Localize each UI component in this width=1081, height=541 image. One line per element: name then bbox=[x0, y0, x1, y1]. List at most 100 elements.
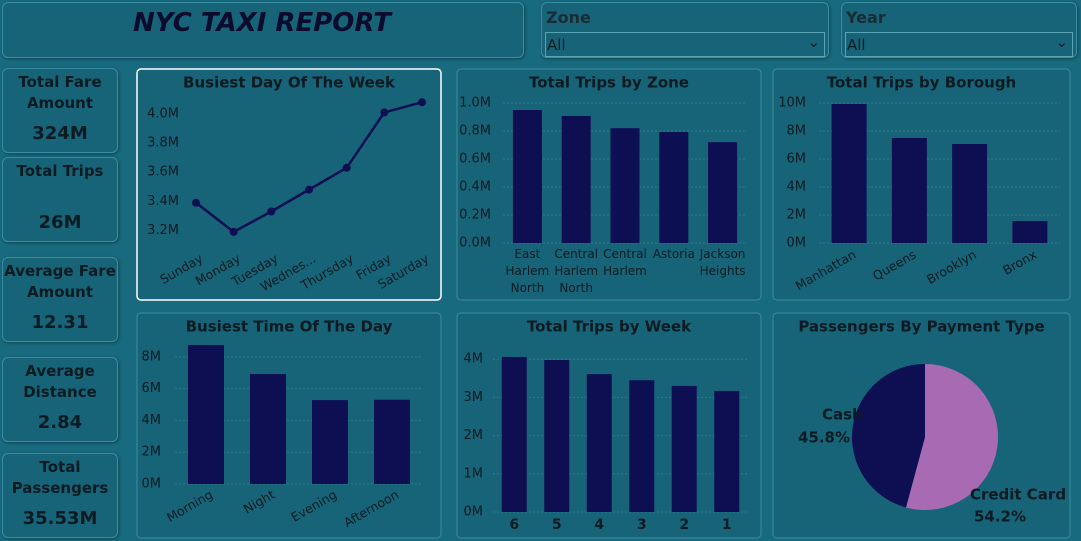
header-box bbox=[2, 2, 524, 58]
slicer-value: All bbox=[547, 36, 566, 54]
kpi-value: 2.84 bbox=[37, 412, 83, 433]
slicer-label: Zone bbox=[546, 8, 591, 27]
y-tick-label: 4M bbox=[142, 413, 162, 428]
kpi-card bbox=[2, 157, 118, 242]
bar bbox=[188, 344, 224, 484]
bar bbox=[312, 400, 348, 484]
report-title: NYC TAXI REPORT bbox=[133, 8, 391, 38]
y-tick-label: 2M bbox=[464, 428, 484, 443]
bar bbox=[952, 144, 988, 243]
y-tick-label: 0.0M bbox=[459, 236, 491, 251]
data-label: 45.8% bbox=[798, 429, 850, 447]
x-tick-label: 4 bbox=[594, 517, 604, 533]
y-tick-label: 3.4M bbox=[147, 194, 179, 209]
chart-title: Passengers By Payment Type bbox=[798, 318, 1044, 336]
y-tick-label: 1.0M bbox=[459, 96, 491, 111]
y-tick-label: 0.4M bbox=[459, 180, 491, 195]
y-tick-label: 10M bbox=[778, 96, 806, 111]
data-label: 54.2% bbox=[974, 508, 1026, 526]
slicer-value: All bbox=[847, 36, 866, 54]
y-tick-label: 8M bbox=[787, 124, 807, 139]
bar bbox=[891, 138, 927, 243]
bar bbox=[831, 103, 867, 243]
pie-slice bbox=[905, 364, 998, 510]
bar bbox=[561, 116, 591, 243]
y-tick-label: 0M bbox=[142, 477, 162, 492]
dropdown-arrow: ⌄ bbox=[807, 33, 820, 51]
kpi-label: Total Passengers bbox=[11, 458, 109, 497]
y-tick-label: 6M bbox=[142, 381, 162, 396]
line-point bbox=[380, 108, 389, 117]
bar bbox=[512, 110, 542, 243]
chart-title: Busiest Time Of The Day bbox=[186, 318, 393, 336]
kpi-label: Average Fare Amount bbox=[4, 262, 116, 301]
x-tick-label: 6 bbox=[509, 517, 519, 533]
y-tick-label: 8M bbox=[142, 349, 162, 364]
kpi-card bbox=[2, 257, 118, 342]
line-point bbox=[229, 227, 238, 236]
pie-slice bbox=[852, 364, 925, 508]
bar bbox=[671, 385, 697, 512]
y-tick-label: 2M bbox=[142, 445, 162, 460]
x-tick-label: Central Harlem North bbox=[554, 247, 599, 295]
legend-label: Credit Card bbox=[970, 486, 1066, 504]
zone-slicer[interactable] bbox=[541, 2, 829, 58]
chart-title: Total Trips by Borough bbox=[827, 74, 1017, 92]
kpi-value: 35.53M bbox=[22, 508, 98, 529]
x-tick-label: 1 bbox=[722, 517, 732, 533]
x-tick-label: Jackson Heights bbox=[699, 247, 746, 278]
bar bbox=[250, 374, 286, 484]
chart-panel bbox=[136, 68, 442, 301]
chart-title: Busiest Day Of The Week bbox=[183, 74, 396, 92]
legend-label: Cash bbox=[822, 406, 863, 424]
kpi-label: Total Fare Amount bbox=[18, 73, 102, 112]
line-point bbox=[192, 198, 200, 207]
kpi-label: Average Distance bbox=[23, 362, 97, 401]
bar bbox=[714, 390, 740, 512]
kpi-card bbox=[2, 68, 118, 153]
kpi-value: 324M bbox=[32, 123, 88, 144]
y-tick-label: 2M bbox=[787, 208, 807, 223]
y-tick-label: 3.2M bbox=[147, 223, 179, 238]
y-tick-label: 6M bbox=[787, 152, 807, 167]
slicer-dropdown[interactable]: All ⌄ bbox=[545, 32, 825, 57]
bar bbox=[374, 399, 410, 484]
kpi-label: Total Trips bbox=[16, 162, 104, 180]
bar bbox=[544, 360, 570, 512]
line-point bbox=[305, 185, 313, 194]
kpi-value: 12.31 bbox=[31, 312, 89, 333]
bar bbox=[610, 128, 640, 243]
y-tick-label: 3M bbox=[464, 390, 484, 405]
y-tick-label: 4M bbox=[787, 180, 807, 195]
chart-title: Total Trips by Zone bbox=[529, 74, 689, 92]
slicer-dropdown[interactable]: All ⌄ bbox=[845, 32, 1073, 57]
bar bbox=[501, 356, 527, 512]
line-point bbox=[418, 98, 426, 107]
y-tick-label: 0M bbox=[464, 505, 484, 520]
bar bbox=[708, 142, 738, 243]
kpi-card bbox=[2, 453, 118, 538]
x-tick-label: 5 bbox=[552, 517, 562, 533]
x-tick-label: East Harlem North bbox=[505, 247, 550, 295]
bar bbox=[659, 131, 689, 243]
bar bbox=[1012, 221, 1048, 243]
y-tick-label: 3.6M bbox=[147, 165, 179, 180]
line-point bbox=[342, 163, 351, 172]
bar bbox=[629, 380, 655, 512]
slicer-label: Year bbox=[846, 8, 886, 27]
y-tick-label: 4.0M bbox=[147, 106, 179, 121]
line-point bbox=[267, 207, 276, 216]
kpi-value: 26M bbox=[38, 212, 82, 233]
x-tick-label: Central Harlem bbox=[603, 247, 647, 278]
x-tick-label: 2 bbox=[679, 517, 689, 533]
y-tick-label: 0.8M bbox=[459, 124, 491, 139]
x-tick-label: Astoria bbox=[652, 247, 695, 261]
y-tick-label: 0.6M bbox=[459, 152, 491, 167]
x-tick-label: 3 bbox=[637, 517, 647, 533]
bar bbox=[586, 374, 612, 512]
dropdown-arrow: ⌄ bbox=[1055, 33, 1068, 51]
year-slicer[interactable] bbox=[841, 2, 1077, 58]
kpi-card bbox=[2, 357, 118, 442]
y-tick-label: 1M bbox=[464, 466, 484, 481]
